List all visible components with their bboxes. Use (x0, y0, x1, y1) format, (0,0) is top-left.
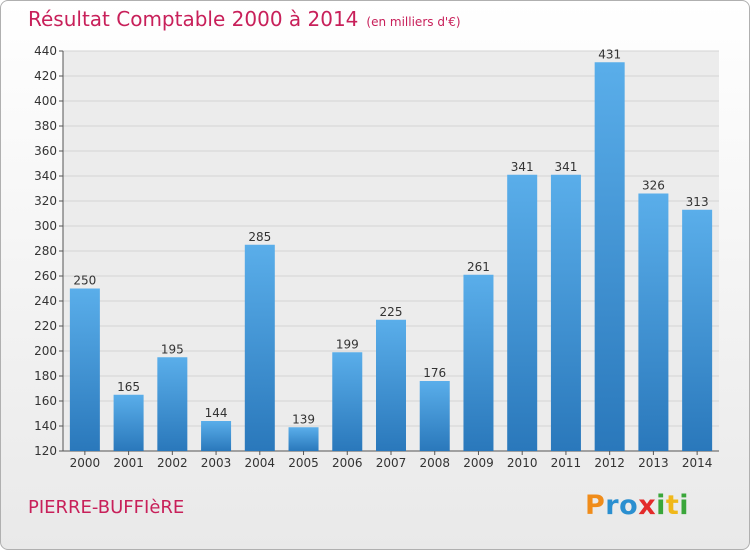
bar-value-label: 285 (248, 230, 271, 244)
bar-2005 (288, 427, 319, 451)
bar-value-label: 165 (117, 380, 140, 394)
bar-value-label: 261 (467, 260, 490, 274)
labels: 120 140 160 180 200 220 240 260 280 300 320 340 360 3… (34, 44, 712, 470)
logo-letter: o (619, 490, 639, 521)
x-tick-label: 2000 (70, 456, 101, 470)
bar-2008 (419, 381, 450, 451)
y-tick-label: 440 (34, 44, 57, 58)
x-tick-label: 2013 (638, 456, 669, 470)
x-tick-label: 2008 (419, 456, 450, 470)
x-tick-label: 2011 (551, 456, 582, 470)
y-tick-label: 120 (34, 444, 57, 458)
bars (69, 62, 713, 451)
x-tick-label: 2014 (682, 456, 713, 470)
bar-2010 (507, 174, 538, 451)
bar-2006 (332, 352, 363, 451)
y-tick-label: 320 (34, 194, 57, 208)
bar-value-label: 326 (642, 179, 665, 193)
y-tick-label: 220 (34, 319, 57, 333)
y-tick-label: 280 (34, 244, 57, 258)
bar-2007 (376, 319, 406, 451)
bar-value-label: 176 (423, 366, 446, 380)
bar-2003 (201, 421, 232, 451)
bar-value-label: 313 (686, 195, 709, 209)
x-tick-label: 2001 (113, 456, 144, 470)
y-tick-label: 420 (34, 69, 57, 83)
chart-title-block: Résultat Comptable 2000 à 2014 (en millie… (28, 7, 461, 31)
bar-value-label: 139 (292, 412, 315, 426)
bar-2012 (594, 62, 625, 451)
logo-letter: P (585, 490, 606, 521)
bar-2009 (463, 274, 494, 451)
x-tick-label: 2009 (463, 456, 494, 470)
logo-letter: t (665, 490, 680, 521)
bar-value-label: 341 (554, 160, 577, 174)
bar-2004 (244, 244, 275, 451)
logo-letter: i (656, 490, 666, 521)
bar-value-label: 144 (205, 406, 228, 420)
y-tick-label: 200 (34, 344, 57, 358)
bar-2014 (682, 209, 713, 451)
bar-value-label: 195 (161, 342, 184, 356)
bar-value-label: 250 (73, 274, 96, 288)
y-tick-label: 300 (34, 219, 57, 233)
bar-value-label: 431 (598, 47, 621, 61)
y-tick-label: 180 (34, 369, 57, 383)
bar-value-label: 225 (380, 305, 403, 319)
y-tick-label: 360 (34, 144, 57, 158)
bar-2011 (550, 174, 581, 451)
logo-letter: x (638, 490, 657, 521)
bar-2000 (69, 288, 100, 451)
y-tick-label: 240 (34, 294, 57, 308)
logo-letter: r (605, 490, 620, 521)
x-tick-label: 2007 (376, 456, 407, 470)
y-tick-label: 380 (34, 119, 57, 133)
y-tick-label: 260 (34, 269, 57, 283)
y-tick-label: 160 (34, 394, 57, 408)
chart-subtitle: (en milliers d'€) (366, 15, 461, 29)
x-tick-label: 2003 (201, 456, 232, 470)
x-tick-label: 2006 (332, 456, 363, 470)
bar-value-label: 341 (511, 160, 534, 174)
commune-name: PIERRE-BUFFIèRE (28, 497, 185, 518)
x-tick-label: 2002 (157, 456, 188, 470)
x-tick-label: 2010 (507, 456, 538, 470)
logo-letter: i (679, 490, 690, 521)
y-tick-label: 140 (34, 419, 57, 433)
bar-value-label: 199 (336, 337, 359, 351)
bar-2002 (157, 357, 188, 451)
x-tick-label: 2005 (288, 456, 319, 470)
x-tick-label: 2004 (245, 456, 276, 470)
bar-2001 (113, 394, 144, 451)
y-tick-label: 400 (34, 94, 57, 108)
y-tick-label: 340 (34, 169, 57, 183)
chart-title: Résultat Comptable 2000 à 2014 (28, 7, 359, 31)
bar-2013 (638, 193, 669, 451)
proxiti-logo: Proxiti (585, 490, 689, 521)
x-tick-label: 2012 (594, 456, 625, 470)
